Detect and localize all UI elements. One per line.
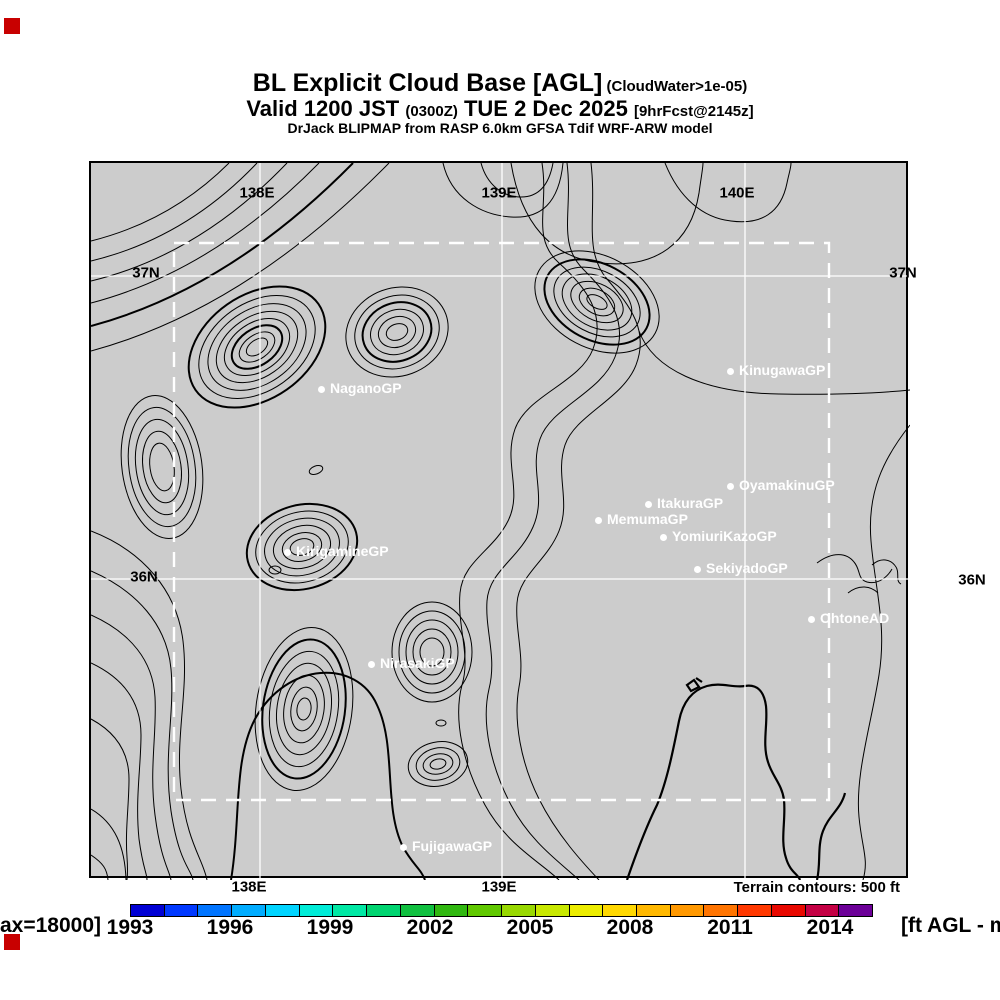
colorbar-tick-2008: 2008: [606, 916, 654, 939]
colorbar-segment-9: [434, 905, 469, 916]
colorbar-tick-1996: 1996: [206, 916, 254, 939]
station-name: NaganoGP: [330, 380, 402, 396]
valid-zulu: (0300Z): [405, 103, 458, 120]
station-dot-icon: [727, 482, 734, 490]
graticule-lines: [91, 163, 910, 880]
title-suffix: (CloudWater>1e-05): [602, 78, 748, 95]
station-label-itakuragp: ItakuraGP: [645, 495, 723, 511]
header: BL Explicit Cloud Base [AGL] (CloudWater…: [0, 70, 1000, 136]
station-dot-icon: [400, 843, 407, 851]
station-name: FujigawaGP: [412, 838, 493, 854]
station-dot-icon: [694, 565, 701, 573]
station-label-naganogp: NaganoGP: [318, 380, 402, 396]
page-title: BL Explicit Cloud Base [AGL] (CloudWater…: [0, 70, 1000, 97]
station-dot-icon: [368, 660, 375, 668]
colorbar-segment-5: [299, 905, 334, 916]
red-square-marker-top: [4, 18, 20, 34]
colorbar-units-label: [ft AGL - m: [901, 914, 1000, 937]
station-name: ItakuraGP: [657, 495, 724, 511]
coastline: [625, 677, 847, 880]
colorbar-segment-13: [569, 905, 604, 916]
colorbar-segment-6: [333, 905, 368, 916]
coord-label-138e: 138E: [239, 184, 275, 202]
station-dot-icon: [318, 385, 325, 393]
forecast-tag: [9hrFcst@2145z]: [633, 103, 754, 120]
map-panel: [89, 161, 910, 880]
coord-label-37n: 37N: [889, 264, 917, 282]
coord-label-140e: 140E: [719, 184, 755, 202]
colorbar-segment-15: [637, 905, 671, 916]
station-label-kinugawagp: KinugawaGP: [727, 362, 825, 378]
colorbar-segment-18: [738, 905, 772, 916]
colorbar-segment-14: [603, 905, 638, 916]
station-label-nirasakigp: NirasakiGP: [368, 655, 455, 671]
colorbar-segment-11: [502, 905, 536, 916]
colorbar-segment-1: [164, 905, 199, 916]
station-name: MemumaGP: [607, 511, 688, 527]
station-name: SekiyadoGP: [706, 560, 788, 576]
station-label-ohtonead: OhtoneAD: [808, 610, 889, 626]
colorbar-tick-2005: 2005: [506, 916, 554, 939]
station-dot-icon: [808, 615, 815, 623]
colorbar-tick-2014: 2014: [806, 916, 854, 939]
valid-date: TUE 2 Dec 2025: [457, 96, 634, 121]
colorbar-segment-20: [805, 905, 840, 916]
red-square-marker-bottom: [4, 934, 20, 950]
station-label-oyamakinugp: OyamakinuGP: [727, 477, 835, 493]
colorbar-segment-8: [400, 905, 435, 916]
terrain-contours-note: Terrain contours: 500 ft: [733, 879, 900, 896]
station-name: NirasakiGP: [380, 655, 455, 671]
model-line: DrJack BLIPMAP from RASP 6.0km GFSA Tdif…: [287, 119, 713, 136]
station-dot-icon: [727, 367, 734, 375]
coord-label-37n: 37N: [132, 264, 160, 282]
station-dot-icon: [595, 516, 602, 524]
valid-time: Valid 1200 JST: [246, 96, 406, 121]
station-name: KinugawaGP: [739, 362, 826, 378]
colorbar-segment-16: [670, 905, 705, 916]
colorbar-segment-10: [468, 905, 503, 916]
station-dot-icon: [284, 548, 291, 556]
station-label-sekiyadogp: SekiyadoGP: [694, 560, 788, 576]
colorbar-segment-7: [367, 905, 401, 916]
colorbar-segment-12: [535, 905, 570, 916]
station-label-fujigawagp: FujigawaGP: [400, 838, 492, 854]
colorbar-tick-1999: 1999: [306, 916, 354, 939]
coord-label-139e: 139E: [481, 184, 517, 202]
colorbar-segment-2: [198, 905, 233, 916]
station-label-kirigaminegp: KirigamineGP: [284, 543, 389, 559]
colorbar: [130, 904, 873, 917]
terrain-contours: [91, 163, 910, 880]
coord-label-36n: 36N: [130, 568, 158, 586]
colorbar-segment-21: [839, 905, 873, 916]
station-label-yomiurikazogp: YomiuriKazoGP: [660, 528, 777, 544]
colorbar-tick-2002: 2002: [406, 916, 454, 939]
colorbar-tick-2011: 2011: [707, 916, 753, 939]
station-dot-icon: [660, 533, 667, 541]
coord-label-36n: 36N: [958, 571, 986, 589]
colorbar-max-label: ax=18000]: [0, 914, 102, 937]
terrain-contours-svg: [91, 163, 910, 880]
colorbar-segment-19: [771, 905, 806, 916]
station-name: OhtoneAD: [820, 610, 890, 626]
colorbar-segment-0: [131, 905, 165, 916]
colorbar-segment-3: [232, 905, 266, 916]
title-main: BL Explicit Cloud Base [AGL]: [252, 69, 603, 97]
coord-label-138e: 138E: [231, 878, 267, 896]
colorbar-segment-17: [704, 905, 739, 916]
colorbar-tick-1993: 1993: [106, 916, 154, 939]
station-name: OyamakinuGP: [739, 477, 835, 493]
station-name: KirigamineGP: [296, 543, 389, 559]
station-dot-icon: [645, 500, 652, 508]
station-label-memumagp: MemumaGP: [595, 511, 688, 527]
valid-line: Valid 1200 JST (0300Z) TUE 2 Dec 2025 [9…: [0, 97, 1000, 121]
model-domain-box: [172, 241, 831, 802]
coord-label-139e: 139E: [481, 878, 517, 896]
station-name: YomiuriKazoGP: [672, 528, 777, 544]
colorbar-segment-4: [265, 905, 300, 916]
